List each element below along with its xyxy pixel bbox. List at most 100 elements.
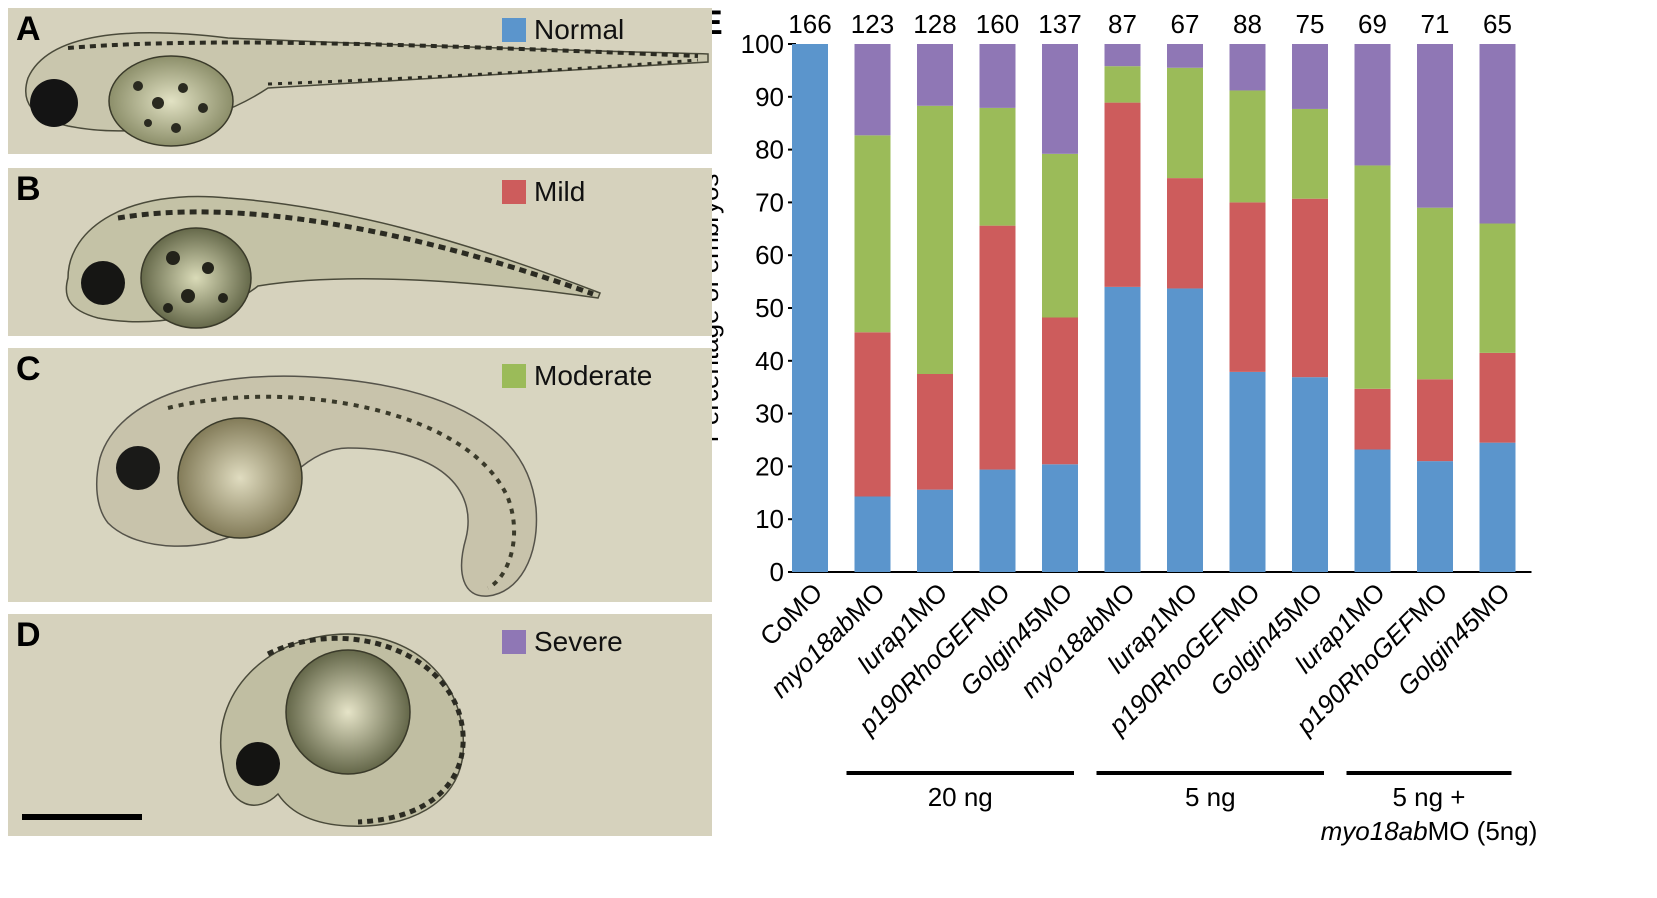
embryo-image-severe (22, 633, 466, 827)
bar-segment-severe (1229, 44, 1266, 91)
group-label: 5 ng + (1392, 782, 1465, 812)
legend-item-normal: Normal (502, 14, 624, 46)
bar-segment-severe (1042, 44, 1078, 154)
embryo-image-moderate (95, 375, 538, 597)
n-count-label: 160 (976, 9, 1019, 39)
legend-label-mild: Mild (534, 176, 586, 207)
bar-segment-severe (854, 44, 891, 136)
y-tick-label: 80 (755, 135, 784, 165)
bar-segment-moderate (917, 105, 953, 374)
bar-segment-normal (1042, 464, 1078, 572)
bar-segment-severe (1417, 44, 1453, 208)
n-count-label: 128 (913, 9, 956, 39)
n-count-label: 137 (1038, 9, 1081, 39)
group-label: 20 ng (928, 782, 993, 812)
bar-segment-mild (1042, 317, 1078, 465)
bar-segment-mild (1479, 352, 1516, 443)
bar-segment-moderate (1104, 66, 1141, 103)
y-tick-label: 40 (755, 346, 784, 376)
legend-item-moderate: Moderate (502, 360, 652, 392)
bar-segment-mild (1417, 379, 1453, 462)
y-tick-label: 100 (741, 29, 784, 59)
bar-segment-normal (979, 469, 1016, 572)
bar-segment-severe (1354, 44, 1391, 166)
group-label-italic: myo18ab (1321, 816, 1428, 846)
bar-segment-moderate (979, 107, 1016, 226)
n-count-label: 88 (1233, 9, 1262, 39)
chart-content: 0 10 20 30 40 50 60 70 80 90 100 Percentage of embr… (712, 9, 1537, 846)
group-label: 5 ng (1185, 782, 1236, 812)
embryo-panel-a: A Normal (8, 8, 712, 154)
n-count-label: 87 (1108, 9, 1137, 39)
n-count-label: 69 (1358, 9, 1387, 39)
bar-segment-normal (1104, 286, 1141, 572)
n-count-label: 75 (1296, 9, 1325, 39)
legend-swatch-normal (502, 18, 526, 42)
bar-segment-severe (1104, 44, 1141, 67)
legend-item-severe: Severe (502, 626, 623, 658)
n-count-label: 71 (1421, 9, 1450, 39)
panel-letter-c: C (16, 350, 41, 388)
panel-letter-e: E (712, 4, 723, 42)
bar-segment-moderate (1354, 165, 1391, 389)
bar-segment-mild (854, 332, 891, 497)
bar-segment-mild (979, 225, 1016, 470)
bar-segment-moderate (854, 135, 891, 333)
legend-swatch-moderate (502, 364, 526, 388)
embryo-panel-c: C Moderate (8, 348, 712, 602)
y-tick-label: 90 (755, 82, 784, 112)
bar-segment-severe (1292, 44, 1328, 109)
scale-bar (22, 814, 142, 820)
stacked-bar-chart: E 0 10 20 30 40 50 60 70 80 90 100 Percentage of em… (712, 4, 1537, 846)
bar-segment-moderate (1167, 67, 1203, 179)
bar-segment-normal (1417, 461, 1453, 572)
bar-segment-severe (979, 44, 1016, 108)
bar-segment-normal (854, 496, 891, 572)
bar-segment-moderate (1417, 207, 1453, 380)
bar-segment-normal (792, 44, 828, 572)
legend-label-severe: Severe (534, 626, 623, 657)
bar-segment-mild (1292, 198, 1328, 378)
bar-segment-moderate (1229, 90, 1266, 203)
legend-swatch-mild (502, 180, 526, 204)
y-axis-label: Percentage of embryos (712, 174, 724, 443)
legend-swatch-severe (502, 630, 526, 654)
panel-letter-a: A (16, 10, 41, 48)
y-tick-label: 60 (755, 240, 784, 270)
legend-item-mild: Mild (502, 176, 585, 208)
embryo-image-normal (24, 32, 709, 147)
bar-segment-moderate (1479, 223, 1516, 353)
n-count-label: 123 (851, 9, 894, 39)
legend-label-moderate: Moderate (534, 360, 653, 391)
y-tick-label: 70 (755, 187, 784, 217)
group-label: myo18abMO (5ng) (1321, 816, 1538, 846)
embryo-image-mild (65, 195, 601, 329)
bar-segment-normal (1292, 377, 1328, 572)
n-count-label: 166 (788, 9, 831, 39)
bar-segment-mild (1229, 202, 1266, 372)
bar-segment-normal (1354, 449, 1391, 572)
n-count-label: 67 (1171, 9, 1200, 39)
bar-segment-normal (1479, 442, 1516, 572)
y-tick-label: 20 (755, 451, 784, 481)
bar-segment-severe (917, 44, 953, 106)
bar-segment-mild (1354, 388, 1391, 450)
n-count-label: 65 (1483, 9, 1512, 39)
y-tick-label: 50 (755, 293, 784, 323)
bar-segment-normal (917, 489, 953, 572)
bar-segment-severe (1167, 44, 1203, 68)
bar-segment-severe (1479, 44, 1516, 224)
panel-letter-b: B (16, 170, 41, 208)
bar-segment-mild (917, 374, 953, 490)
bar-segment-mild (1104, 102, 1141, 287)
y-tick-label: 0 (770, 557, 784, 587)
embryo-panel-d: D Severe (8, 614, 712, 836)
bar-segment-mild (1167, 178, 1203, 289)
legend-label-normal: Normal (534, 14, 625, 45)
bar-segment-moderate (1292, 108, 1328, 199)
y-tick-label: 30 (755, 399, 784, 429)
embryo-panel-b: B Mild (8, 168, 712, 336)
y-tick-label: 10 (755, 504, 784, 534)
bar-segment-normal (1229, 371, 1266, 572)
group-label-suffix: MO (5ng) (1428, 816, 1538, 846)
